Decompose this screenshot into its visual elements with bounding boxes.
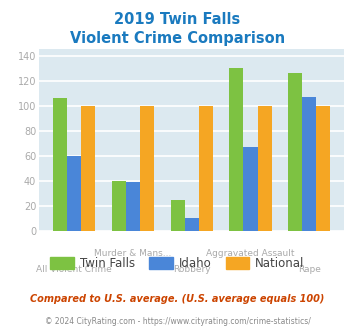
Legend: Twin Falls, Idaho, National: Twin Falls, Idaho, National bbox=[50, 257, 305, 270]
Text: Rape: Rape bbox=[298, 265, 321, 275]
Bar bbox=[229, 68, 244, 231]
Text: Violent Crime Comparison: Violent Crime Comparison bbox=[70, 31, 285, 46]
Bar bbox=[185, 218, 199, 231]
Bar bbox=[170, 200, 185, 231]
Bar bbox=[302, 97, 316, 231]
Text: All Violent Crime: All Violent Crime bbox=[36, 265, 112, 275]
Bar bbox=[67, 156, 81, 231]
Bar bbox=[288, 73, 302, 231]
Bar bbox=[244, 147, 258, 231]
Text: Robbery: Robbery bbox=[173, 265, 211, 275]
Bar bbox=[316, 106, 331, 231]
Text: Murder & Mans...: Murder & Mans... bbox=[94, 249, 171, 258]
Bar bbox=[258, 106, 272, 231]
Text: Aggravated Assault: Aggravated Assault bbox=[206, 249, 295, 258]
Text: Compared to U.S. average. (U.S. average equals 100): Compared to U.S. average. (U.S. average … bbox=[30, 294, 325, 304]
Bar bbox=[53, 98, 67, 231]
Bar bbox=[81, 106, 95, 231]
Bar bbox=[112, 181, 126, 231]
Text: 2019 Twin Falls: 2019 Twin Falls bbox=[114, 12, 241, 26]
Bar bbox=[126, 182, 140, 231]
Text: © 2024 CityRating.com - https://www.cityrating.com/crime-statistics/: © 2024 CityRating.com - https://www.city… bbox=[45, 317, 310, 326]
Bar bbox=[199, 106, 213, 231]
Bar bbox=[140, 106, 154, 231]
